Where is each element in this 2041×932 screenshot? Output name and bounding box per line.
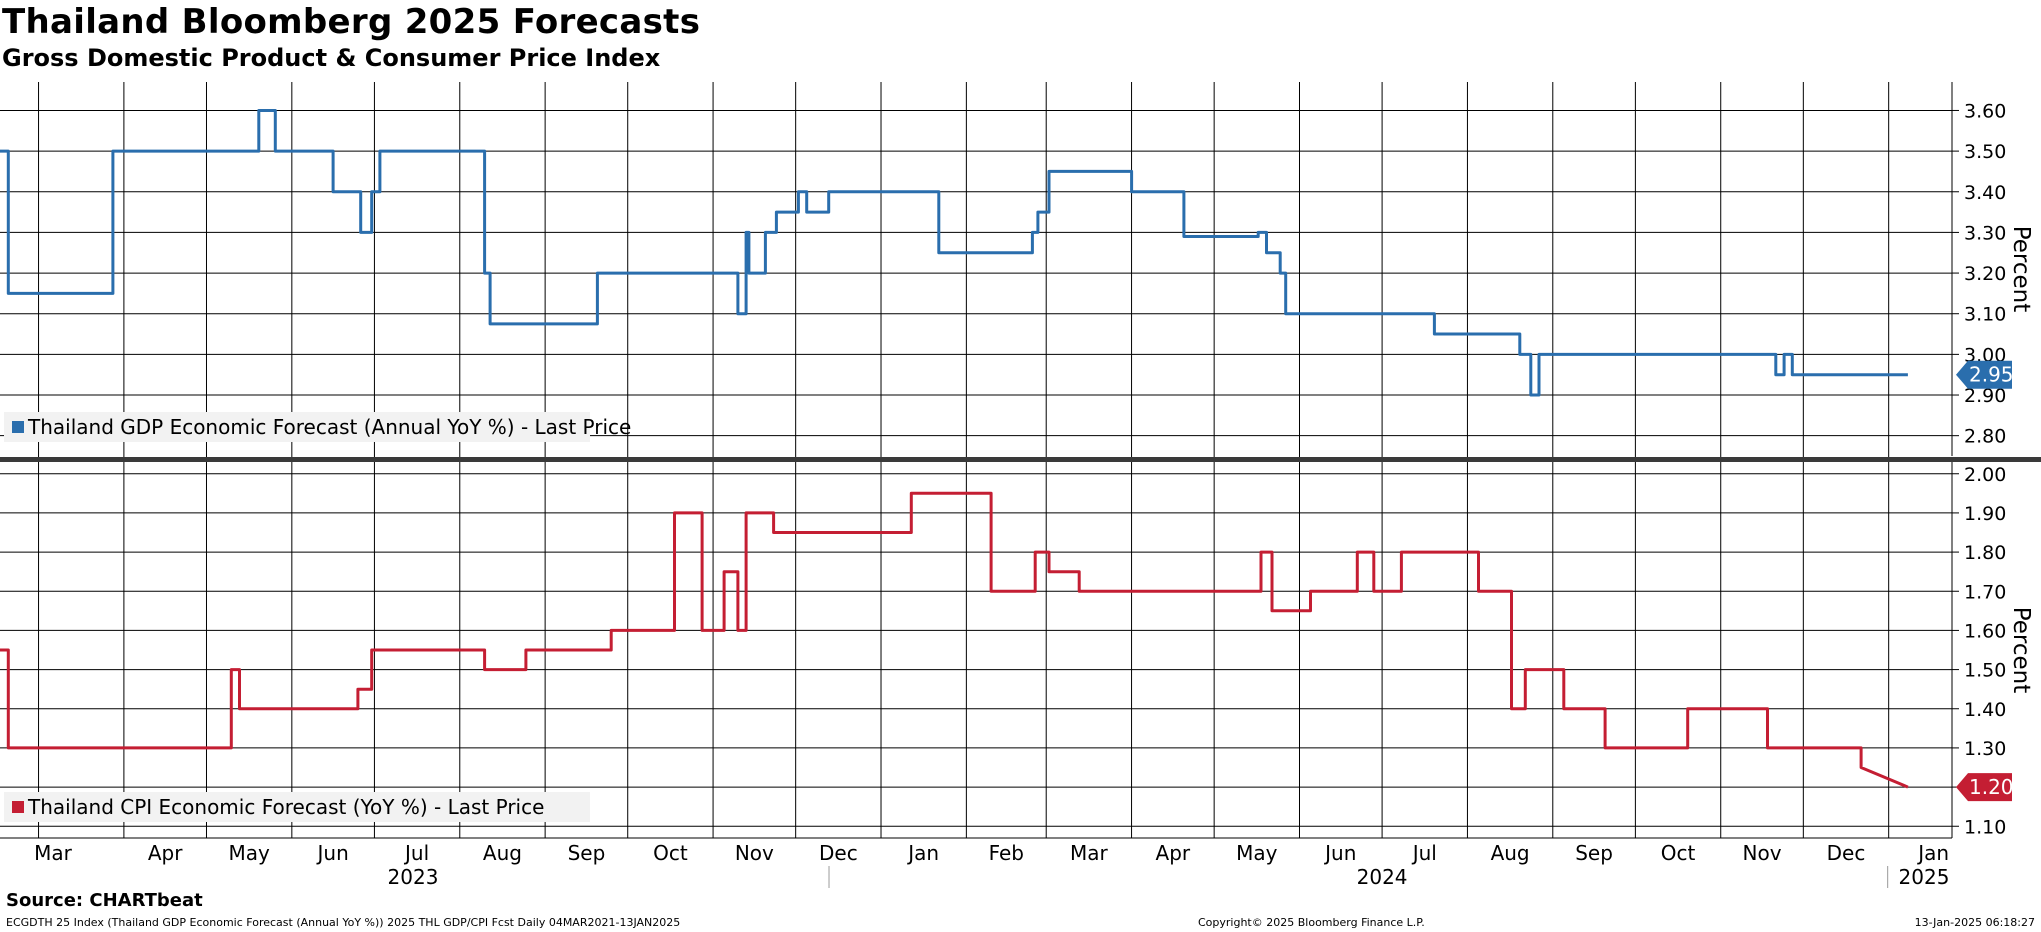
x-month-label: Jun <box>1323 841 1356 865</box>
last-price-tag <box>1956 773 2012 802</box>
y-tick-label: 1.30 <box>1964 738 2006 760</box>
y-tick-label: 1.50 <box>1964 660 2006 682</box>
source-note: Source: CHARTbeat <box>6 890 203 911</box>
chart-subtitle: Gross Domestic Product & Consumer Price … <box>2 44 661 72</box>
x-month-label: Apr <box>1156 841 1191 865</box>
last-price-tag <box>1956 360 2012 389</box>
x-month-label: Oct <box>1661 841 1696 865</box>
legend-box <box>4 792 590 822</box>
x-year-label: 2024 <box>1357 865 1408 889</box>
chart-title: Thailand Bloomberg 2025 Forecasts <box>2 2 701 42</box>
y-tick-label: 2.90 <box>1964 385 2006 407</box>
x-month-label: Dec <box>1827 841 1866 865</box>
x-month-label: Sep <box>1575 841 1613 865</box>
y-tick-label: 1.80 <box>1964 542 2006 564</box>
y-tick-label: 1.70 <box>1964 581 2006 603</box>
series-line-gdp <box>0 109 1908 397</box>
legend-label: Thailand CPI Economic Forecast (YoY %) -… <box>27 795 544 819</box>
y-tick-label: 3.40 <box>1964 182 2006 204</box>
y-tick-label: 1.40 <box>1964 699 2006 721</box>
x-month-label: Jan <box>1916 841 1949 865</box>
x-month-label: Mar <box>1070 841 1109 865</box>
last-price-value: 2.95 <box>1969 363 2014 387</box>
x-month-label: May <box>1236 841 1278 865</box>
last-price-value: 1.20 <box>1969 775 2014 799</box>
x-month-label: Sep <box>568 841 606 865</box>
y-axis-label: Percent <box>2008 226 2034 313</box>
x-month-label: Nov <box>735 841 774 865</box>
y-tick-label: 3.20 <box>1964 263 2006 285</box>
legend-label: Thailand GDP Economic Forecast (Annual Y… <box>27 415 631 439</box>
x-month-label: Aug <box>1491 841 1530 865</box>
footer-left: ECGDTH 25 Index (Thailand GDP Economic F… <box>6 916 681 929</box>
y-tick-label: 3.10 <box>1964 304 2006 326</box>
legend-box <box>4 412 590 442</box>
y-tick-label: 2.00 <box>1964 464 2006 486</box>
x-month-label: Nov <box>1743 841 1782 865</box>
y-tick-label: 3.30 <box>1964 222 2006 244</box>
x-month-label: Apr <box>148 841 183 865</box>
panel-divider <box>0 457 2041 462</box>
x-month-label: Jul <box>403 841 429 865</box>
footer-timestamp: 13-Jan-2025 06:18:27 <box>1914 916 2035 929</box>
y-tick-label: 3.50 <box>1964 141 2006 163</box>
y-tick-label: 2.80 <box>1964 426 2006 448</box>
y-tick-label: 3.60 <box>1964 100 2006 122</box>
x-month-label: May <box>228 841 270 865</box>
x-month-label: Jan <box>906 841 939 865</box>
x-month-label: Mar <box>34 841 73 865</box>
x-month-label: Jul <box>1411 841 1437 865</box>
footer-copyright: Copyright© 2025 Bloomberg Finance L.P. <box>1198 916 1425 929</box>
series-line-cpi <box>0 491 1909 789</box>
legend-swatch <box>12 421 24 433</box>
x-month-label: Jun <box>316 841 349 865</box>
x-month-label: Oct <box>653 841 688 865</box>
y-tick-label: 1.90 <box>1964 503 2006 525</box>
x-year-label: 2023 <box>388 865 439 889</box>
y-axis-label: Percent <box>2008 607 2034 694</box>
y-tick-label: 1.60 <box>1964 620 2006 642</box>
x-year-label: 2025 <box>1899 865 1950 889</box>
x-month-label: Feb <box>989 841 1024 865</box>
legend-swatch <box>12 801 24 813</box>
x-month-label: Aug <box>483 841 522 865</box>
x-month-label: Dec <box>819 841 858 865</box>
y-tick-label: 1.10 <box>1964 816 2006 838</box>
